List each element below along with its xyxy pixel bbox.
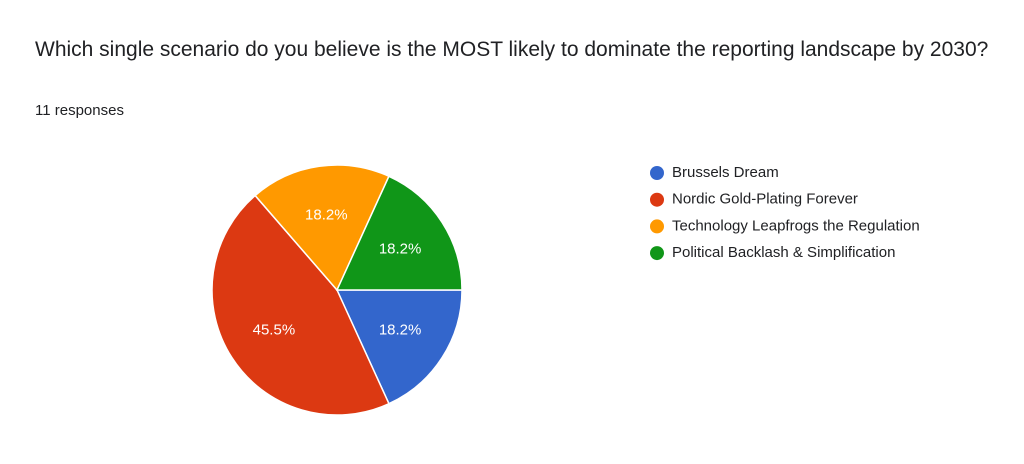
pie-slice (254, 164, 390, 292)
legend-swatch (650, 219, 664, 234)
slice-label: 18.2% (379, 322, 422, 339)
slice-label: 18.2% (379, 240, 422, 257)
pie-slice (335, 175, 463, 291)
legend-swatch (650, 192, 664, 207)
legend-label: Nordic Gold-Plating Forever (672, 191, 858, 208)
pie-slice (211, 194, 390, 416)
legend-swatch (650, 246, 664, 261)
pie-slice (335, 289, 463, 405)
slice-label: 18.2% (305, 207, 348, 224)
legend-label: Political Backlash & Simplification (672, 244, 895, 261)
response-count: 11 responses (35, 102, 124, 119)
slice-label: 45.5% (253, 322, 296, 339)
legend-label: Technology Leapfrogs the Regulation (672, 217, 920, 234)
chart-title: Which single scenario do you believe is … (35, 38, 989, 61)
legend-swatch (650, 166, 664, 180)
legend-label: Brussels Dream (672, 164, 779, 181)
